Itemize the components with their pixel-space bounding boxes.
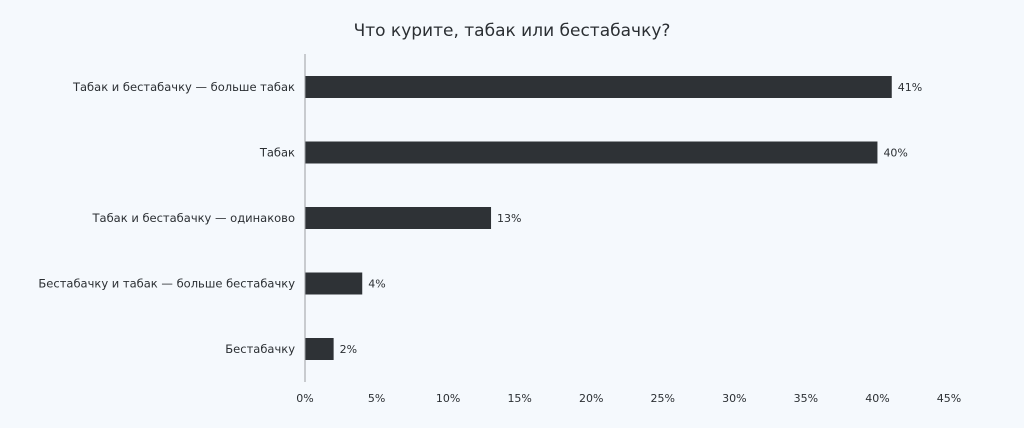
bar [305,141,878,164]
value-label: 41% [898,81,922,94]
x-tick-label: 20% [579,392,603,405]
x-tick-label: 40% [865,392,889,405]
x-tick-label: 35% [794,392,818,405]
value-label: 4% [368,278,385,291]
value-label: 13% [497,212,521,225]
bar [305,207,492,229]
bar [305,338,334,360]
x-tick-label: 30% [722,392,746,405]
category-label: Бестабачку [225,342,295,356]
x-tick-label: 45% [937,392,961,405]
x-tick-label: 10% [436,392,460,405]
category-label: Бестабачку и табак — больше бестабачку [38,277,295,291]
x-tick-label: 25% [651,392,675,405]
bar [305,76,892,98]
category-label: Табак и бестабачку — больше табак [72,80,295,94]
x-tick-label: 15% [507,392,531,405]
bars-layer: Табак и бестабачку — больше табак 41% Таба… [38,76,922,360]
x-axis: 0% 5% 10% 15% 20% 25% 30% 35% 40% 45% [296,392,961,405]
value-label: 40% [883,147,907,160]
category-label: Табак [259,146,295,160]
value-label: 2% [340,343,357,356]
chart-title: Что курите, табак или бестабачку? [354,21,671,41]
bar [305,272,363,295]
x-tick-label: 5% [368,392,385,405]
x-tick-label: 0% [296,392,313,405]
category-label: Табак и бестабачку — одинаково [92,211,296,225]
